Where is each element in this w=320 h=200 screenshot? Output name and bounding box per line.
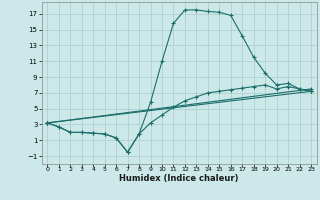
X-axis label: Humidex (Indice chaleur): Humidex (Indice chaleur) bbox=[119, 174, 239, 183]
